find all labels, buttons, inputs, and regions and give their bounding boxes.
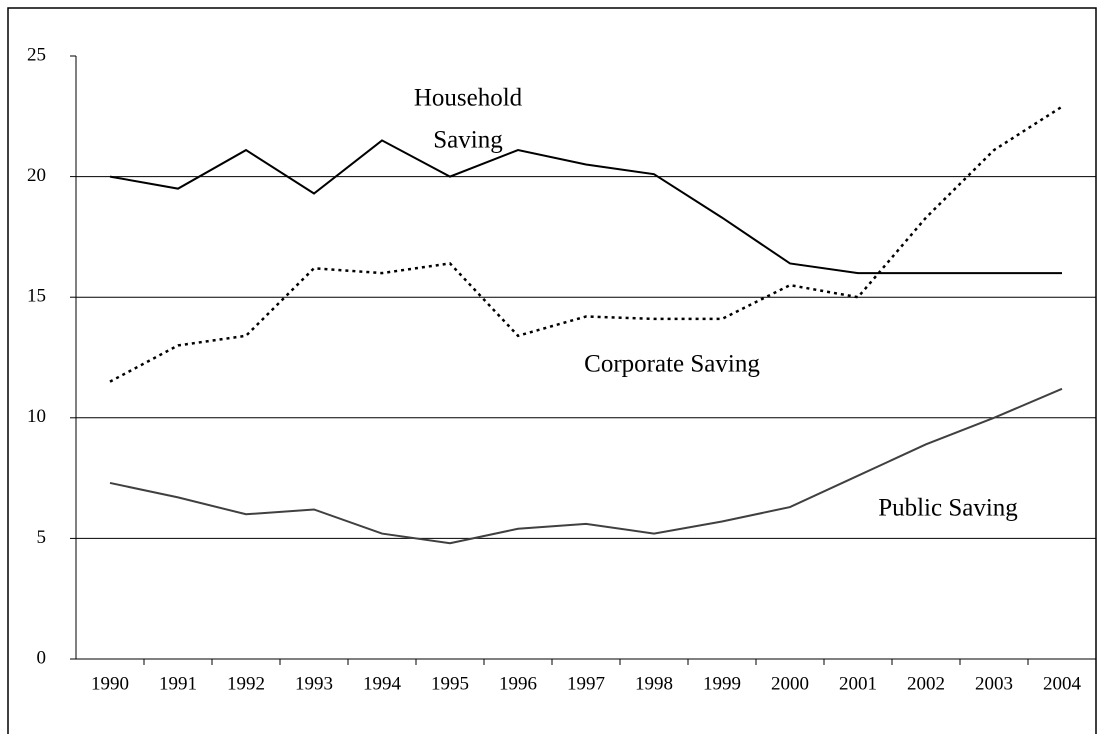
- y-tick-label: 10: [27, 406, 46, 427]
- y-tick-label: 20: [27, 165, 46, 186]
- x-tick-label: 1991: [159, 673, 197, 694]
- x-tick-label: 2004: [1043, 673, 1082, 694]
- y-tick-label: 0: [37, 647, 47, 668]
- x-tick-label: 1995: [431, 673, 469, 694]
- x-tick-label: 1996: [499, 673, 537, 694]
- x-tick-label: 2002: [907, 673, 945, 694]
- chart-frame: [7, 7, 1097, 734]
- line-series: [109, 105, 1063, 383]
- y-tick-label: 5: [37, 527, 47, 548]
- line-series: [109, 139, 1062, 275]
- x-tick-label: 2001: [839, 673, 877, 694]
- x-tick-label: 1993: [295, 673, 333, 694]
- line-series: [109, 387, 1063, 545]
- annotation: Public Saving: [878, 495, 1018, 522]
- y-tick-label: 25: [27, 44, 46, 65]
- annotation: Household: [414, 85, 523, 112]
- x-tick-label: 1994: [363, 673, 402, 694]
- x-tick-label: 1992: [227, 673, 265, 694]
- x-tick-label: 1998: [635, 673, 673, 694]
- x-tick-label: 1997: [567, 673, 605, 694]
- y-tick-label: 15: [27, 286, 46, 307]
- annotation: Corporate Saving: [584, 351, 760, 378]
- annotation: Saving: [433, 127, 503, 154]
- x-tick-label: 2000: [771, 673, 809, 694]
- x-tick-label: 1999: [703, 673, 741, 694]
- x-tick-label: 2003: [975, 673, 1013, 694]
- x-tick-label: 1990: [91, 673, 129, 694]
